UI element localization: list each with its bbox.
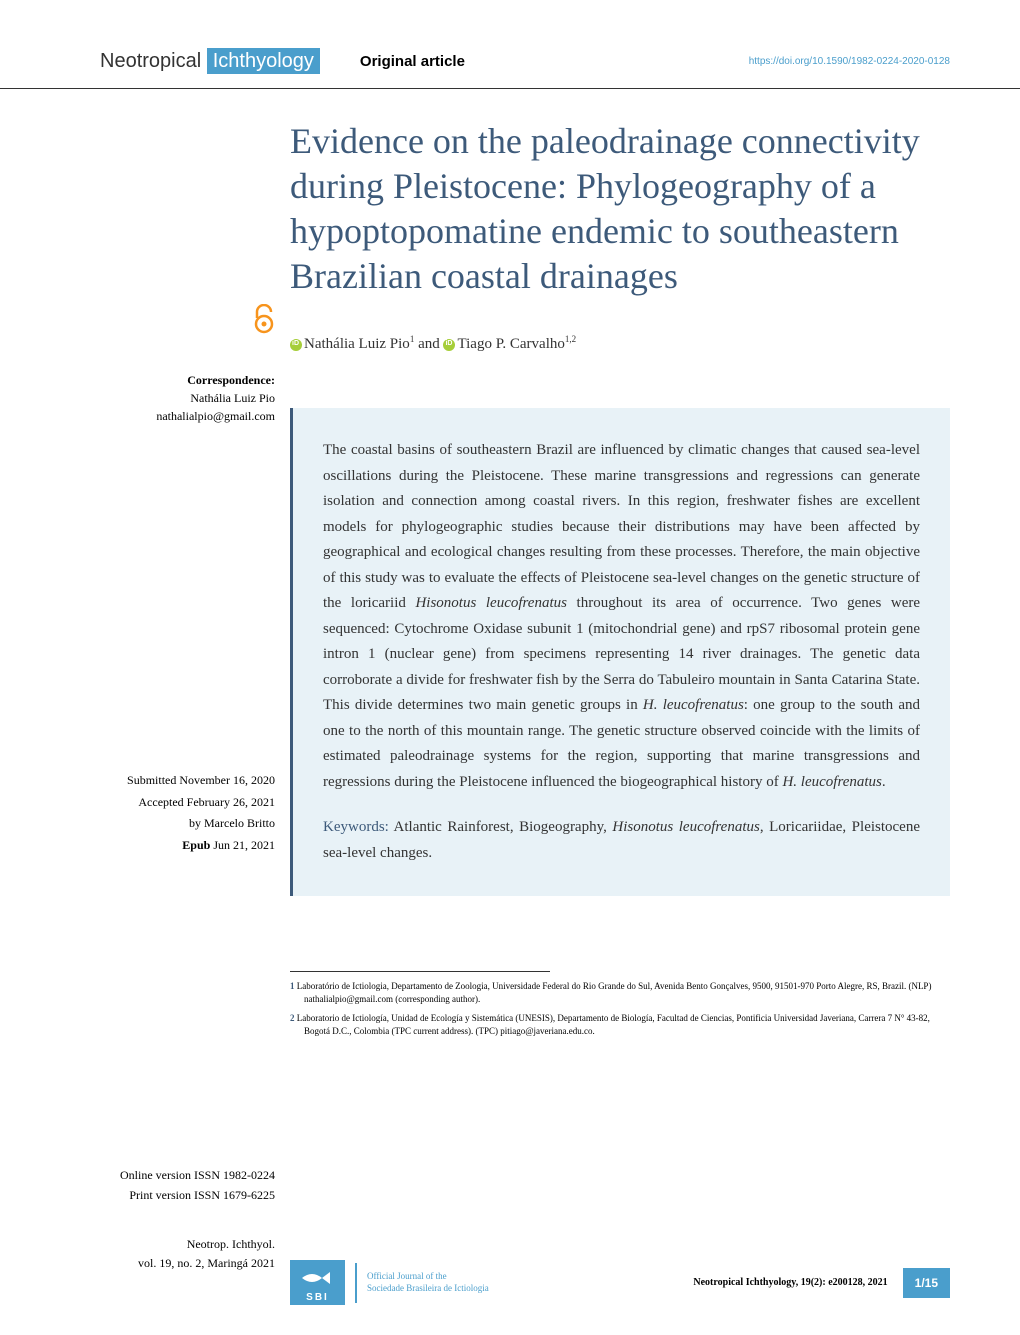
- author1-name: Nathália Luiz Pio: [304, 336, 410, 352]
- print-version: Print version ISSN 1679-6225: [100, 1186, 275, 1205]
- affil-separator: [290, 971, 550, 972]
- online-issn: ISSN 1982-0224: [194, 1168, 275, 1182]
- journal-highlight: Ichthyology: [207, 48, 320, 74]
- editor-name: by Marcelo Britto: [100, 813, 275, 835]
- authors-line: Nathália Luiz Pio1 and Tiago P. Carvalho…: [290, 334, 950, 353]
- keywords-block: Keywords: Atlantic Rainforest, Biogeogra…: [323, 815, 920, 866]
- correspondence-label: Correspondence:: [100, 371, 275, 389]
- author2-sup: 1,2: [565, 334, 576, 344]
- footer-journal-info: Official Journal of the Sociedade Brasil…: [367, 1271, 489, 1294]
- right-main: Evidence on the paleodrainage connectivi…: [290, 119, 950, 1273]
- abstract-box: The coastal basins of southeastern Brazi…: [290, 408, 950, 896]
- doi-link[interactable]: https://doi.org/10.1590/1982-0224-2020-0…: [749, 56, 950, 67]
- open-access-icon: [253, 304, 275, 341]
- epub-date: Jun 21, 2021: [210, 838, 275, 852]
- left-sidebar: Correspondence: Nathália Luiz Pio nathal…: [0, 119, 290, 1273]
- header-bar: Neotropical Ichthyology Original article…: [0, 0, 1020, 89]
- society-name: Sociedade Brasileira de Ictiologia: [367, 1283, 489, 1295]
- affil-1-text: Laboratório de Ictiologia, Departamento …: [295, 981, 932, 1004]
- article-title: Evidence on the paleodrainage connectivi…: [290, 119, 950, 299]
- orcid-icon[interactable]: [290, 339, 302, 351]
- epub-label: Epub: [182, 838, 210, 852]
- submission-block: Submitted November 16, 2020 Accepted Feb…: [100, 770, 275, 856]
- online-version: Online version ISSN 1982-0224: [100, 1166, 275, 1185]
- article-type: Original article: [360, 53, 465, 70]
- sbi-text: SBI: [290, 1292, 345, 1303]
- sbi-fish-icon: [300, 1268, 335, 1293]
- affiliations-block: 1 Laboratório de Ictiologia, Departament…: [290, 971, 950, 1038]
- affiliation-1: 1 Laboratório de Ictiologia, Departament…: [290, 980, 950, 1006]
- keywords-text: Atlantic Rainforest, Biogeography, Hison…: [323, 819, 920, 861]
- affil-2-text: Laboratorio de Ictiología, Unidad de Eco…: [295, 1013, 930, 1036]
- main-content: Correspondence: Nathália Luiz Pio nathal…: [0, 89, 1020, 1273]
- print-issn: ISSN 1679-6225: [194, 1188, 275, 1202]
- correspondence-email: nathalialpio@gmail.com: [100, 407, 275, 425]
- accepted-date: Accepted February 26, 2021: [100, 792, 275, 814]
- journal-prefix: Neotropical: [100, 50, 201, 72]
- orcid-icon[interactable]: [443, 339, 455, 351]
- sbi-logo: SBI: [290, 1260, 345, 1305]
- official-journal-label: Official Journal of the: [367, 1271, 489, 1283]
- epub-line: Epub Jun 21, 2021: [100, 835, 275, 857]
- version-block: Online version ISSN 1982-0224 Print vers…: [100, 1166, 275, 1204]
- correspondence-name: Nathália Luiz Pio: [100, 389, 275, 407]
- submitted-date: Submitted November 16, 2020: [100, 770, 275, 792]
- page-number: 1/15: [903, 1268, 950, 1298]
- footer-divider: [355, 1263, 357, 1303]
- author-connector: and: [414, 336, 443, 352]
- journal-name: Neotropical Ichthyology: [100, 50, 320, 73]
- online-label: Online version: [120, 1168, 194, 1182]
- journal-abbrev: Neotrop. Ichthyol.: [100, 1235, 275, 1254]
- abstract-text: The coastal basins of southeastern Brazi…: [323, 438, 920, 795]
- keywords-label: Keywords:: [323, 819, 389, 835]
- correspondence-block: Correspondence: Nathália Luiz Pio nathal…: [100, 371, 275, 425]
- author2-name: Tiago P. Carvalho: [457, 336, 564, 352]
- footer: SBI Official Journal of the Sociedade Br…: [0, 1260, 1020, 1305]
- print-label: Print version: [129, 1188, 194, 1202]
- affiliation-2: 2 Laboratorio de Ictiología, Unidad de E…: [290, 1012, 950, 1038]
- footer-citation: Neotropical Ichthyology, 19(2): e200128,…: [693, 1277, 887, 1288]
